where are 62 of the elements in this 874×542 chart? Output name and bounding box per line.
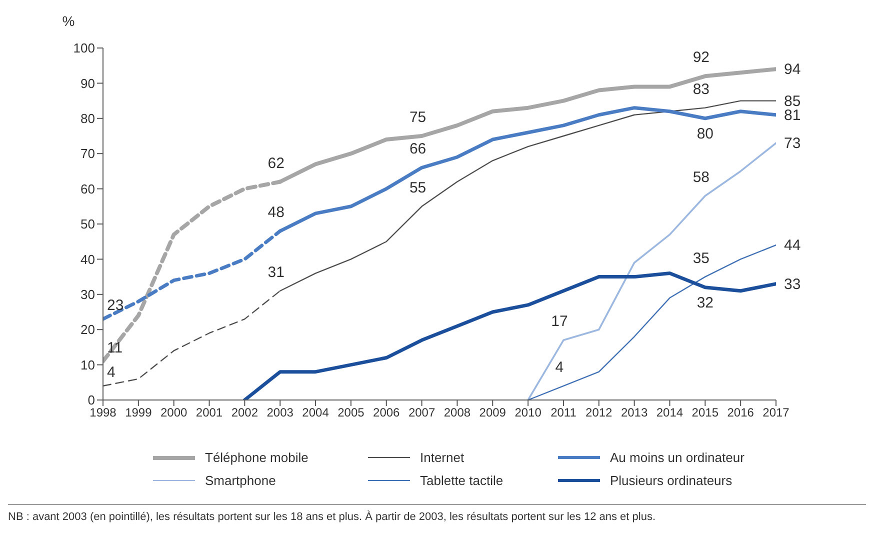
x-tick-label: 2012 [586,406,613,420]
data-label: 35 [692,250,710,267]
y-tick-label: 90 [80,76,95,91]
data-label: 83 [692,80,710,98]
data-label: 32 [696,294,714,312]
data-label: 33 [784,276,801,293]
x-tick-label: 2014 [656,406,684,420]
data-label: 17 [551,313,568,330]
y-tick-label: 100 [73,40,95,56]
data-label: 62 [268,154,284,172]
data-label: 92 [692,49,710,66]
x-tick-label: 2002 [231,406,258,420]
data-label: 31 [268,264,284,281]
x-tick-label: 2003 [266,406,294,420]
y-tick-label: 80 [80,111,95,126]
data-label: 73 [784,135,801,152]
x-tick-label: 2005 [338,406,365,420]
line-series [527,244,776,400]
legend-label: Plusieurs ordinateurs [610,473,732,488]
data-label: 23 [107,297,124,314]
data-label: 55 [409,179,426,196]
y-axis-title: % [62,13,75,29]
data-label: 11 [107,339,123,356]
x-tick-label: 2001 [196,406,223,420]
legend-label: Internet [420,450,464,465]
data-label: 94 [784,61,801,78]
data-label: 44 [784,237,801,254]
x-tick-label: 2013 [620,406,648,420]
x-tick-label: 2015 [692,406,719,420]
legend-label: Tablette tactile [420,473,504,488]
legend-label: Au moins un ordinateur [610,450,744,465]
text: NB : avant 2003 (en pointillé), les résultats portent sur les 18 ans et plus. À partir de 2003, les résultats portent sur les 12 ans et plus. [8,511,657,523]
data-label: 80 [696,125,714,142]
legend-label: Smartphone [205,473,276,488]
data-label: 4 [107,364,116,381]
data-label: 4 [555,358,564,376]
y-tick-label: 60 [80,181,95,196]
data-label: 58 [692,168,710,186]
data-label: 66 [409,140,426,158]
data-label: 75 [409,109,426,126]
y-tick-label: 70 [80,146,95,162]
y-tick-label: 10 [80,357,95,372]
x-tick-label: 2008 [444,406,471,420]
x-tick-label: 2010 [514,406,542,420]
y-tick-label: 40 [80,252,95,267]
x-tick-label: 2011 [550,406,577,420]
y-tick-label: 0 [88,392,95,408]
x-tick-label: 2007 [408,406,436,420]
line-series [527,142,776,400]
y-tick-label: 20 [80,322,95,338]
x-tick-label: 1999 [125,406,152,420]
x-tick-label: 2009 [479,406,506,420]
y-tick-label: 50 [80,216,95,232]
y-tick-label: 30 [80,287,95,302]
x-tick-label: 1998 [90,406,117,420]
x-tick-label: 2000 [160,406,188,420]
x-tick-label: 2006 [373,406,400,420]
data-label: 48 [268,204,284,222]
x-tick-label: 2017 [762,406,790,420]
x-tick-label: 2004 [302,406,330,420]
x-tick-label: 2016 [727,406,754,420]
legend-label: Téléphone mobile [205,450,308,465]
